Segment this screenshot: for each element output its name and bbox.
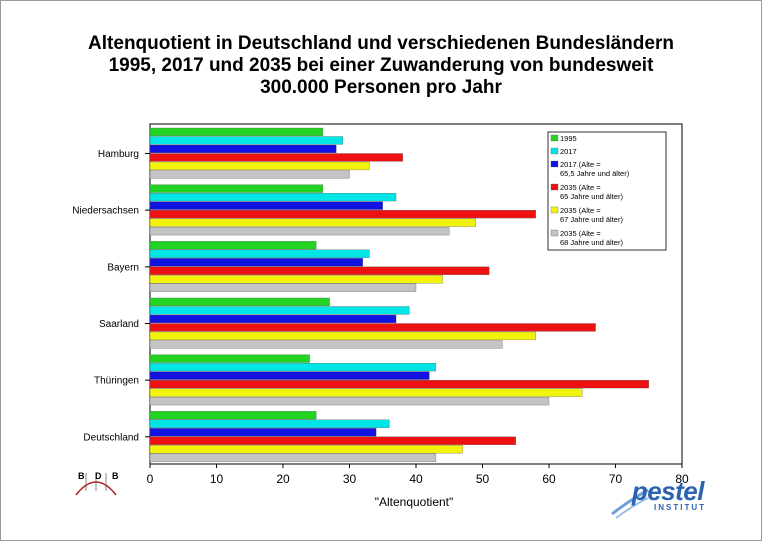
bar-saarland-5	[149, 340, 503, 349]
legend-label: 68 Jahre und älter)	[560, 238, 623, 247]
bar-saarland-2	[149, 314, 397, 324]
bar-bayern-2	[149, 258, 363, 267]
bar-saarland-0	[149, 297, 330, 307]
legend-label: 1995	[560, 134, 577, 143]
bar-hamburg-2	[149, 144, 337, 154]
bar-hamburg-1	[149, 136, 344, 145]
legend-label: 2035 (Alte =	[560, 206, 601, 215]
bar-niedersachsen-1	[149, 193, 397, 202]
bar-deutschland-5	[149, 453, 437, 462]
legend-label: 65,5 Jahre und älter)	[560, 169, 630, 178]
bar-bayern-5	[149, 283, 417, 292]
legend-label: 65 Jahre und älter)	[560, 192, 623, 201]
bdb-arch-icon	[75, 473, 117, 496]
bar-hamburg-3	[149, 153, 403, 162]
legend-label: 2017	[560, 147, 577, 156]
bar-bayern-4	[149, 275, 443, 284]
legend-label: 2017 (Alte =	[560, 160, 601, 169]
category-label: Thüringen	[94, 376, 139, 387]
bar-thüringen-1	[149, 363, 437, 372]
bar-niedersachsen-0	[149, 184, 324, 193]
category-label: Hamburg	[98, 149, 139, 160]
bar-hamburg-4	[149, 161, 370, 171]
bar-niedersachsen-4	[149, 218, 477, 227]
bar-thüringen-5	[149, 397, 550, 406]
legend-box	[547, 131, 667, 251]
category-label: Deutschland	[83, 432, 139, 443]
bar-bayern-0	[149, 241, 317, 250]
chart-title-line-2: 1995, 2017 und 2035 bei einer Zuwanderun…	[108, 55, 654, 76]
pestel-logo-subtitle: INSTITUT	[654, 503, 706, 512]
bar-thüringen-3	[149, 380, 649, 389]
category-label: Saarland	[99, 319, 139, 330]
bar-niedersachsen-5	[149, 227, 450, 236]
bar-saarland-4	[149, 331, 536, 341]
legend-swatch	[550, 160, 559, 168]
legend-swatch	[550, 229, 559, 237]
legend-label: 2035 (Alte =	[560, 183, 601, 192]
x-tick-label: 50	[476, 472, 490, 486]
bar-saarland-3	[149, 323, 596, 332]
x-tick-label: 30	[343, 472, 357, 486]
legend-swatch	[550, 134, 559, 142]
pestel-logo: pestel INSTITUT	[610, 476, 710, 520]
bdb-logo: B D B	[70, 471, 122, 513]
category-label: Niedersachsen	[72, 206, 139, 217]
x-axis-label: "Altenquotient"	[375, 495, 454, 509]
bar-thüringen-0	[149, 354, 310, 363]
x-tick-label: 10	[210, 472, 224, 486]
x-tick-label: 40	[409, 472, 423, 486]
bdb-logo-letters: B D B	[78, 471, 123, 481]
chart-title-line-1: Altenquotient in Deutschland und verschi…	[88, 33, 674, 54]
bar-saarland-1	[149, 306, 410, 315]
bar-niedersachsen-3	[149, 210, 536, 219]
bar-bayern-1	[149, 249, 370, 258]
legend-swatch	[550, 206, 559, 214]
bar-deutschland-3	[149, 436, 516, 445]
bar-niedersachsen-2	[149, 201, 383, 210]
bar-hamburg-5	[149, 170, 350, 179]
legend-swatch	[550, 183, 559, 191]
x-tick-label: 70	[609, 472, 623, 486]
legend-swatch	[550, 147, 559, 155]
legend-label: 2035 (Alte =	[560, 229, 601, 238]
x-tick-label: 60	[542, 472, 556, 486]
bar-deutschland-0	[149, 411, 317, 420]
chart-title-line-3: 300.000 Personen pro Jahr	[260, 77, 502, 98]
x-tick-label: 0	[147, 472, 154, 486]
bar-deutschland-1	[149, 419, 390, 428]
bar-hamburg-0	[149, 127, 324, 137]
bar-bayern-3	[149, 266, 490, 275]
pestel-swoosh-icon	[611, 488, 649, 519]
category-label: Bayern	[107, 262, 139, 273]
legend-label: 67 Jahre und älter)	[560, 215, 623, 224]
bar-thüringen-4	[149, 388, 583, 397]
bar-thüringen-2	[149, 371, 430, 380]
x-tick-label: 20	[276, 472, 290, 486]
x-tick-label: 80	[675, 472, 689, 486]
chart-title: Altenquotient in Deutschland und verschi…	[0, 33, 762, 99]
bar-deutschland-4	[149, 445, 463, 454]
bar-deutschland-2	[149, 428, 377, 437]
pestel-logo-name: pestel	[631, 476, 705, 506]
